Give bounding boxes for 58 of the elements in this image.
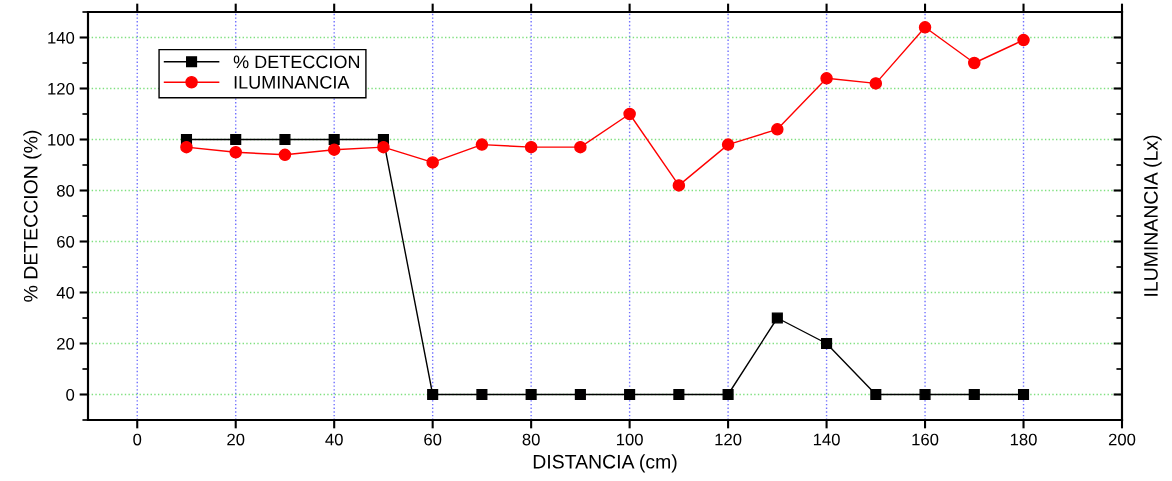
x-tick-label: 20 [227,433,245,446]
point [327,143,341,156]
point [821,337,833,350]
point [968,388,980,401]
point [870,388,882,401]
legend-label: ILUMINANCIA [234,75,350,89]
point [476,388,488,401]
point [624,388,636,401]
y-tick-label: 20 [57,337,75,350]
x-tick-label: 120 [715,433,742,446]
y-tick-label: 80 [56,184,75,197]
x-tick-label: 200 [1108,433,1136,446]
x-axis-title: DISTANCIA (cm) [533,454,677,473]
x-tick-label: 80 [522,433,540,446]
point [426,156,439,169]
point [771,312,783,324]
point [525,388,537,401]
x-tick-label: 140 [813,433,840,446]
point [673,388,685,401]
point [230,133,242,146]
y-axis-title: % DETECCION (%) [23,130,42,302]
point [919,388,931,401]
point [180,140,193,154]
point [918,21,932,34]
y-tick-label: 40 [56,286,75,299]
point [427,388,439,401]
x-tick-label: 40 [325,433,343,446]
y-tick-label: 60 [57,235,75,248]
point [721,138,735,151]
point [377,140,390,154]
point [574,140,587,154]
x-tick-label: 60 [424,433,442,446]
point [722,388,734,401]
y2-axis-title: ILUMINANCIA (Lx) [1143,135,1162,296]
x-tick-label: 160 [912,433,939,446]
point [869,77,883,90]
point [771,123,784,136]
x-tick-label: 0 [133,433,142,446]
point [279,133,291,146]
point [1017,388,1030,401]
x-tick-label: 180 [1010,433,1037,446]
y-tick-label: 100 [48,133,75,146]
y-tick-label: 0 [66,388,75,401]
y-tick-label: 140 [48,31,75,44]
point [278,148,292,162]
point [968,56,981,70]
point [328,133,340,146]
point [623,107,636,121]
point [672,179,686,192]
y-tick-label: 120 [48,82,75,95]
point [1017,33,1030,47]
point [820,72,833,85]
legend-label: % DETECCION [233,55,360,69]
point [524,140,538,154]
x-tick-label: 100 [616,433,643,446]
point [475,138,489,151]
point [229,145,242,159]
point [574,388,586,401]
